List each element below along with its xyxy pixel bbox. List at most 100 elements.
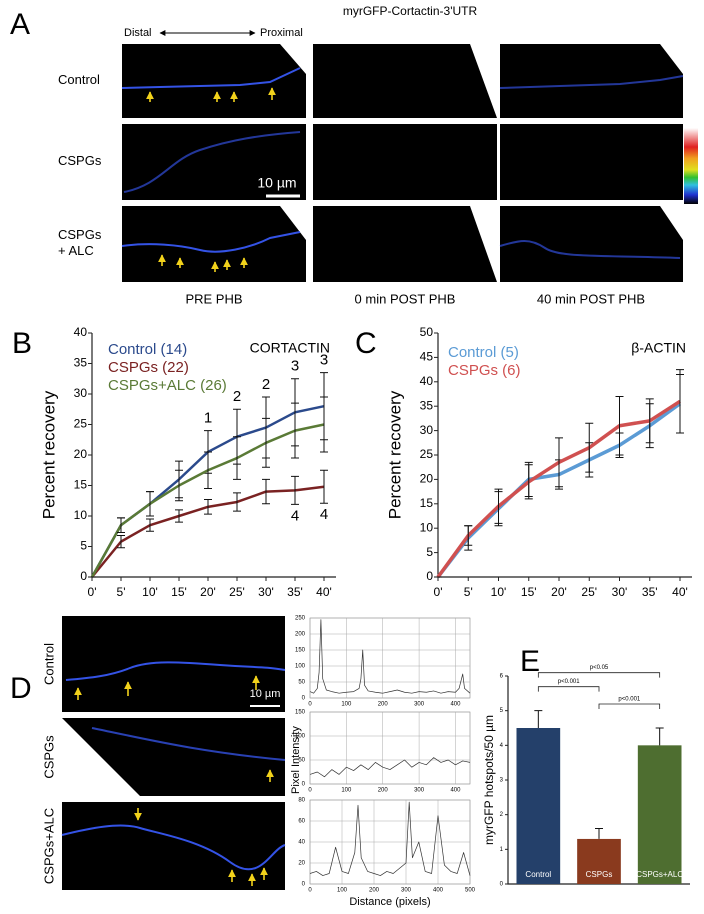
x-tick-label: 20' [200, 585, 216, 599]
error-bar [676, 369, 684, 434]
axon [91, 727, 286, 761]
x-tick-label: 100 [341, 788, 352, 794]
x-tick-label: 300 [414, 788, 425, 794]
panel-d: D 10 µm Control CSPGs CSPGs+ALC Pixel In… [10, 616, 431, 908]
y-tick-label: 40 [74, 325, 88, 339]
legend-entry: CSPGs (22) [108, 359, 189, 376]
image [62, 802, 285, 890]
significance-bracket [537, 672, 661, 678]
legend-entry: Control (14) [108, 341, 187, 358]
y-tick-label: 1 [500, 847, 504, 853]
x-tick-label: 0 [308, 702, 312, 708]
image [500, 206, 683, 282]
panel-letter: B [12, 327, 32, 360]
image [313, 44, 497, 118]
significance-bracket [537, 686, 600, 692]
panel-title: myrGFP-Cortactin-3'UTR [343, 4, 478, 18]
image [62, 616, 285, 712]
x-tick-label: 100 [337, 888, 348, 894]
row-label-line: Control [58, 72, 100, 87]
y-tick-label: 5 [500, 708, 504, 714]
panel-letter: C [355, 327, 377, 360]
y-tick-label: 250 [295, 616, 306, 622]
legend-entry: Control (5) [448, 344, 519, 361]
y-tick-label: 30 [74, 386, 88, 400]
significance-label: p<0.001 [618, 697, 641, 703]
error-bar [534, 710, 543, 728]
x-tick-label: 10' [142, 585, 158, 599]
y-tick-label: 0 [80, 569, 87, 583]
panel-letter: A [10, 8, 30, 41]
axon [123, 131, 301, 193]
error-bar [645, 398, 654, 444]
axon [499, 240, 681, 259]
y-tick-label: 2 [500, 812, 504, 818]
x-tick-label: 30' [612, 585, 628, 599]
annotation: 4 [320, 506, 328, 523]
error-bar [175, 509, 183, 523]
column-label: 40 min POST PHB [537, 291, 645, 306]
y-tick-label: 6 [500, 674, 504, 680]
y-axis-label: Percent recovery [385, 390, 404, 519]
y-axis-label: Percent recovery [39, 390, 58, 519]
y-tick-label: 0 [302, 782, 306, 788]
error-bar [117, 517, 125, 533]
annotation: 2 [233, 388, 241, 405]
y-tick-label: 150 [295, 648, 306, 654]
y-tick-label: 50 [420, 325, 434, 339]
row-label: Control [58, 72, 100, 87]
x-tick-label: 200 [369, 888, 380, 894]
series-line [436, 402, 682, 579]
y-tick-label: 0 [500, 882, 504, 888]
image [62, 718, 285, 796]
row-label: CSPGs [58, 153, 102, 168]
series-line [309, 757, 471, 778]
x-tick-label: 300 [401, 888, 412, 894]
x-tick-label: 400 [433, 888, 444, 894]
panel-a: A myrGFP-Cortactin-3'UTR Distal Proximal… [10, 4, 698, 282]
x-tick-label: 500 [465, 888, 476, 894]
error-bar [320, 396, 328, 453]
error-bar [595, 828, 603, 839]
significance-label: p<0.05 [590, 665, 609, 671]
y-tick-label: 40 [298, 840, 305, 846]
row-label-line: CSPGs [58, 227, 102, 242]
y-tick-label: 100 [295, 734, 306, 740]
proximal-label: Proximal [260, 27, 303, 39]
x-tick-label: 200 [378, 702, 389, 708]
y-tick-label: 5 [426, 545, 433, 559]
bar [516, 728, 561, 884]
category-label: Control [525, 870, 551, 879]
category-label: CSPGs+ALC [636, 870, 683, 879]
y-tick-label: 100 [295, 664, 306, 670]
error-bar [464, 525, 473, 546]
legend-entry: CSPGs+ALC (26) [108, 377, 227, 394]
y-tick-label: 60 [298, 819, 305, 825]
panel-letter: E [520, 645, 540, 678]
color-bar [684, 128, 698, 204]
x-tick-label: 25' [581, 585, 597, 599]
error-bar [146, 518, 154, 532]
x-tick-label: 40' [316, 585, 332, 599]
x-tick-label: 0' [434, 585, 443, 599]
x-tick-label: 0 [308, 888, 312, 894]
y-tick-label: 40 [420, 374, 434, 388]
y-tick-label: 5 [80, 539, 87, 553]
y-tick-label: 15 [74, 478, 88, 492]
error-bar [117, 535, 125, 549]
row-label-line: + ALC [58, 243, 94, 258]
error-bar [204, 451, 212, 490]
y-tick-label: 25 [74, 417, 88, 431]
plot-frame [309, 711, 471, 785]
x-tick-label: 35' [642, 585, 658, 599]
x-tick-label: 35' [287, 585, 303, 599]
x-axis-label: Distance (pixels) [349, 896, 430, 908]
x-tick-label: 20' [551, 585, 567, 599]
error-bar [262, 478, 270, 505]
series-line [309, 801, 471, 876]
axon [61, 824, 286, 871]
y-tick-label: 10 [74, 508, 88, 522]
micrographs: 10 µm [121, 44, 698, 282]
annotation: 3 [291, 358, 299, 375]
